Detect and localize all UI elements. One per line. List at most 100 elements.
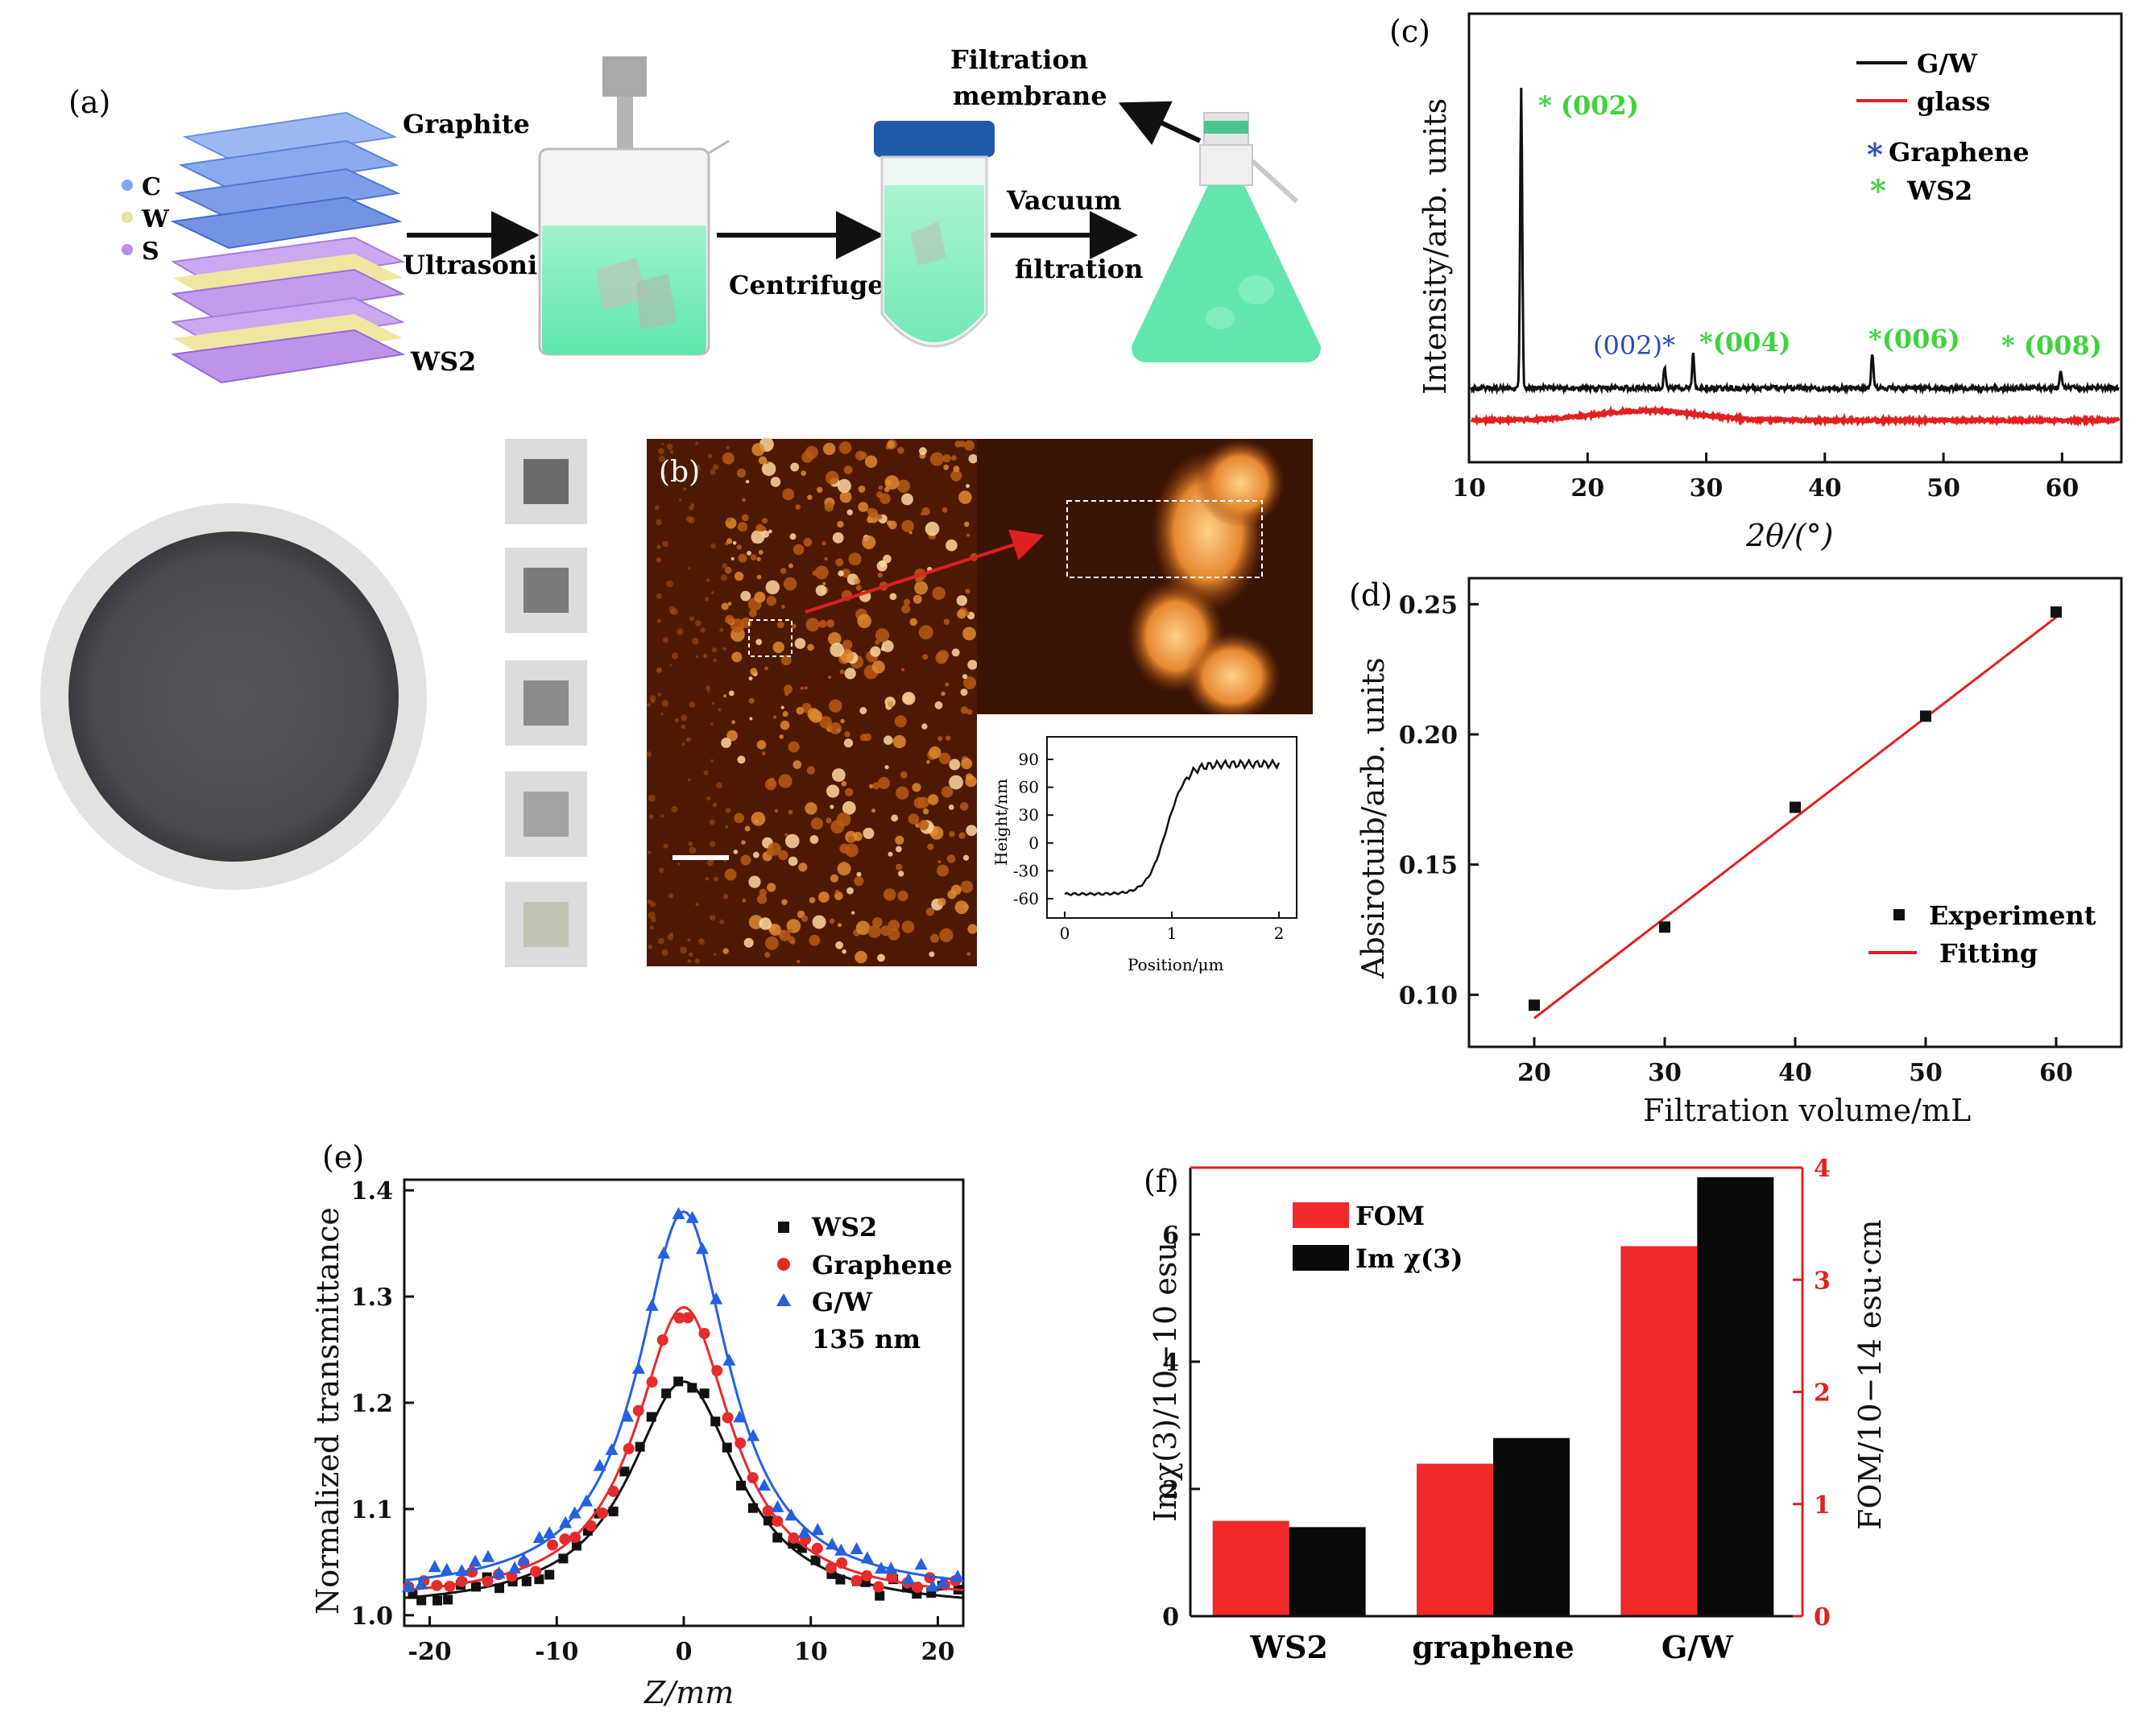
legend-w-label: W: [141, 205, 170, 234]
afm-grain: [957, 609, 966, 619]
afm-grain: [929, 951, 935, 957]
afm-grain: [934, 701, 943, 709]
e-xtick-label: -10: [535, 1638, 578, 1666]
e-point-gw: [951, 1569, 965, 1582]
d-ytick-label: 0.25: [1399, 591, 1458, 619]
inset-ytick-label: 0: [1028, 833, 1039, 853]
afm-grain: [901, 604, 911, 614]
afm-grain: [821, 541, 826, 546]
afm-grain: [722, 563, 728, 569]
afm-grain: [964, 440, 975, 451]
filtration-flask-illustration: [1132, 112, 1321, 362]
afm-grain: [875, 628, 890, 643]
afm-grain: [884, 735, 893, 745]
afm-grain: [766, 595, 776, 606]
afm-grain: [946, 735, 951, 741]
membrane-photo: [40, 503, 427, 890]
afm-grain: [774, 808, 779, 813]
ws2-layers-illustration: [170, 236, 406, 384]
afm-grain: [713, 953, 717, 956]
afm-grain: [841, 569, 850, 578]
e-point-graphene: [722, 1412, 734, 1424]
e-point-ws2: [763, 1516, 773, 1526]
afm-grain: [845, 843, 859, 858]
e-point-gw: [645, 1298, 659, 1311]
e-point-gw: [884, 1561, 898, 1574]
afm-grain: [830, 643, 845, 657]
inset-ytick-label: 30: [1019, 805, 1039, 825]
e-point-gw: [926, 1579, 940, 1592]
chart-c-frame: [1467, 12, 2123, 464]
afm-grain: [726, 517, 732, 523]
afm-grain: [738, 553, 747, 563]
afm-grain: [767, 883, 776, 892]
afm-grain: [686, 515, 693, 523]
afm-grain: [801, 915, 809, 922]
afm-grain: [751, 530, 765, 544]
afm-grain: [929, 452, 944, 466]
e-point-gw: [631, 1362, 645, 1375]
bar-fom-1: [1417, 1463, 1493, 1616]
afm-grain: [706, 578, 710, 582]
inset-ytick-label: -30: [1013, 861, 1039, 880]
e-point-ws2: [810, 1555, 821, 1565]
afm-grain: [689, 505, 694, 511]
afm-grain: [680, 946, 688, 954]
afm-grain: [829, 918, 835, 924]
bar-imchi-0: [1289, 1527, 1366, 1616]
afm-grain: [966, 533, 970, 537]
afm-grain: [782, 711, 788, 717]
f-ytick-left-label: 0: [1162, 1603, 1179, 1631]
afm-grain: [756, 574, 762, 580]
afm-grain: [871, 660, 885, 674]
afm-grain: [919, 447, 927, 456]
afm-grain: [953, 465, 960, 473]
afm-grain: [892, 734, 906, 749]
d-ytick-label: 0.20: [1399, 722, 1458, 750]
category-label: WS2: [1249, 1629, 1328, 1665]
e-point-graphene: [597, 1507, 609, 1520]
afm-grain: [705, 877, 710, 881]
afm-grain: [648, 850, 652, 854]
afm-grain: [825, 470, 839, 485]
c-xtick-label: 30: [1690, 474, 1724, 502]
chart-d-ylabel: Absirotuib/arb. units: [1355, 657, 1391, 979]
chart-c-xticks: 10 20 30 40 50 60: [1452, 453, 2079, 502]
afm-grain: [887, 520, 892, 526]
inset-ytick-label: 60: [1019, 778, 1039, 797]
afm-grain: [867, 516, 873, 523]
afm-zoom-selection: [1066, 500, 1263, 578]
afm-grain: [695, 655, 698, 659]
afm-grain: [698, 938, 706, 945]
afm-grain: [792, 760, 802, 769]
afm-grain: [930, 933, 939, 943]
afm-grain: [710, 759, 714, 763]
f-ytick-right-label: 3: [1814, 1267, 1831, 1295]
annotation-ws2-008: * (008): [2001, 330, 2102, 361]
e-ytick-label: 1.2: [351, 1390, 393, 1418]
afm-grain: [855, 920, 871, 935]
afm-grain: [822, 581, 826, 585]
e-point-graphene: [646, 1376, 658, 1388]
afm-grain: [688, 841, 693, 846]
experiment-point: [2050, 606, 2062, 618]
afm-grain: [647, 899, 652, 904]
afm-grain: [661, 443, 664, 446]
afm-grain: [710, 469, 716, 475]
afm-grain: [656, 544, 661, 549]
e-point-gw: [507, 1561, 521, 1573]
afm-grain: [834, 889, 840, 894]
afm-grain: [932, 586, 946, 600]
afm-grain: [871, 808, 876, 813]
afm-grain: [948, 804, 954, 810]
afm-grain: [725, 807, 731, 813]
afm-grain: [912, 594, 922, 604]
afm-grain: [966, 825, 978, 837]
panel-c-tag: (c): [1389, 14, 1430, 49]
e-point-graphene: [506, 1570, 518, 1582]
afm-grain: [727, 602, 732, 606]
afm-grain: [862, 536, 876, 549]
afm-grain: [809, 897, 816, 904]
afm-grain: [758, 549, 763, 555]
